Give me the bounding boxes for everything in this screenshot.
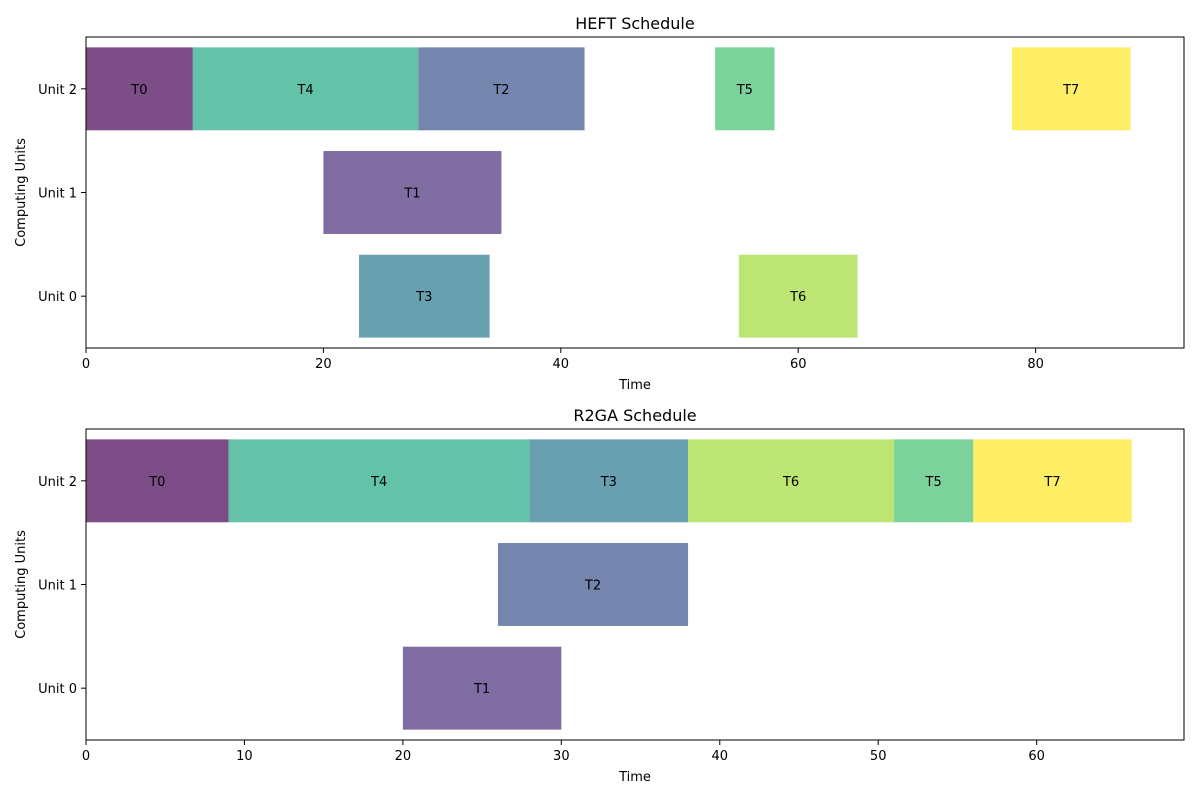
task-label-t0: T0 xyxy=(130,83,147,98)
task-bar-t5 xyxy=(894,439,974,523)
task-bar-t0 xyxy=(86,47,193,131)
y-tick-label: Unit 0 xyxy=(38,682,77,697)
task-label-t1: T1 xyxy=(473,682,490,697)
task-label-t5: T5 xyxy=(925,475,942,490)
y-tick-label: Unit 1 xyxy=(38,187,77,202)
x-tick-label: 10 xyxy=(236,749,253,764)
task-label-t2: T2 xyxy=(584,579,601,594)
r2ga-schedule-panel: R2GA Schedule T0 T4 T3 T6 T5 T7 T2 T1 0 10 20 30 40 50… xyxy=(14,406,1185,785)
task-bar-t4 xyxy=(228,439,530,523)
task-bar-t1 xyxy=(402,646,562,730)
task-bar-t4 xyxy=(192,47,419,131)
task-label-t3: T3 xyxy=(415,290,432,305)
task-bar-t2 xyxy=(497,543,689,626)
task-bar-t6 xyxy=(738,254,858,338)
heft-schedule-panel: HEFT Schedule T0 T4 T2 T5 T7 T1 T3 T6 0 20 40 60 80 Un… xyxy=(14,14,1185,393)
task-label-t6: T6 xyxy=(789,290,806,305)
task-bar-t7 xyxy=(973,439,1132,523)
task-bar-t0 xyxy=(86,439,229,523)
y-tick-label: Unit 1 xyxy=(38,579,77,594)
task-label-t5: T5 xyxy=(736,83,753,98)
task-label-t6: T6 xyxy=(782,475,799,490)
task-label-t1: T1 xyxy=(403,187,420,202)
x-tick-label: 40 xyxy=(711,749,728,764)
x-tick-label: 40 xyxy=(553,357,570,372)
x-tick-label: 0 xyxy=(82,749,90,764)
x-tick-label: 20 xyxy=(315,357,332,372)
x-tick-label: 30 xyxy=(553,749,570,764)
y-tick-label: Unit 2 xyxy=(38,475,77,490)
task-bar-t6 xyxy=(688,439,895,523)
x-axis-label: Time xyxy=(618,770,651,785)
task-label-t7: T7 xyxy=(1043,475,1060,490)
chart-title: R2GA Schedule xyxy=(573,406,696,425)
y-axis-label: Computing Units xyxy=(14,138,29,247)
task-label-t0: T0 xyxy=(148,475,165,490)
x-tick-label: 60 xyxy=(1028,749,1045,764)
x-tick-label: 80 xyxy=(1027,357,1044,372)
task-label-t3: T3 xyxy=(600,475,617,490)
x-tick-label: 20 xyxy=(395,749,412,764)
x-tick-label: 50 xyxy=(870,749,887,764)
task-bar-t3 xyxy=(359,254,490,338)
chart-title: HEFT Schedule xyxy=(575,14,694,33)
task-bar-t7 xyxy=(1011,47,1131,131)
x-tick-label: 0 xyxy=(82,357,90,372)
task-label-t7: T7 xyxy=(1062,83,1079,98)
task-label-t2: T2 xyxy=(492,83,509,98)
y-axis-label: Computing Units xyxy=(14,530,29,639)
x-tick-label: 60 xyxy=(790,357,807,372)
task-label-t4: T4 xyxy=(296,83,313,98)
y-tick-label: Unit 0 xyxy=(38,290,77,305)
task-bar-t5 xyxy=(715,47,775,131)
task-bar-t3 xyxy=(529,439,689,523)
task-bar-t1 xyxy=(323,151,502,234)
task-label-t4: T4 xyxy=(370,475,387,490)
x-axis-label: Time xyxy=(618,378,651,393)
task-bar-t2 xyxy=(418,47,585,131)
y-tick-label: Unit 2 xyxy=(38,83,77,98)
